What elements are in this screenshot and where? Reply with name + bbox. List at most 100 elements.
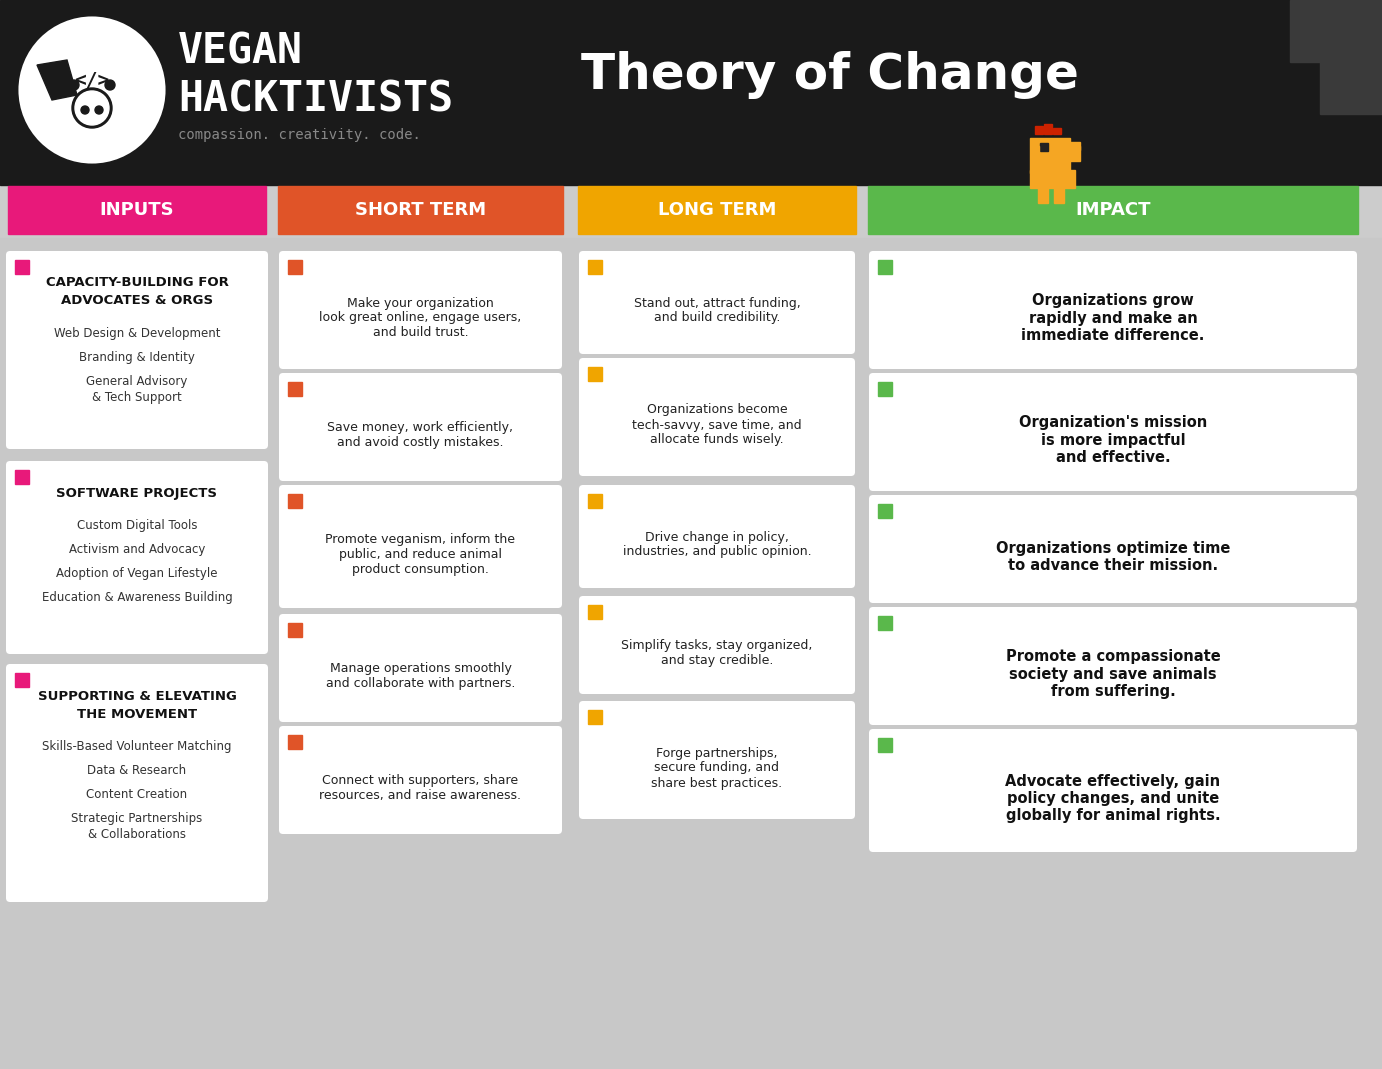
Text: CAPACITY-BUILDING FOR: CAPACITY-BUILDING FOR xyxy=(46,277,228,290)
Bar xyxy=(1043,124,1052,134)
Circle shape xyxy=(72,88,112,128)
Bar xyxy=(878,503,891,518)
Text: compassion. creativity. code.: compassion. creativity. code. xyxy=(178,128,422,142)
Text: Strategic Partnerships: Strategic Partnerships xyxy=(72,812,203,825)
Bar xyxy=(15,673,29,687)
Bar xyxy=(1041,143,1048,151)
Text: Organizations grow
rapidly and make an
immediate difference.: Organizations grow rapidly and make an i… xyxy=(1021,293,1205,343)
Bar xyxy=(1320,62,1382,114)
Bar xyxy=(1054,188,1064,203)
Text: SOFTWARE PROJECTS: SOFTWARE PROJECTS xyxy=(57,486,217,499)
Circle shape xyxy=(23,22,160,158)
Bar xyxy=(1068,142,1079,150)
Text: LONG TERM: LONG TERM xyxy=(658,201,777,219)
Bar xyxy=(287,260,303,274)
FancyBboxPatch shape xyxy=(579,358,855,476)
Bar xyxy=(578,186,855,234)
Bar xyxy=(1289,0,1382,62)
Bar xyxy=(1066,146,1079,161)
FancyBboxPatch shape xyxy=(279,614,562,722)
Text: Adoption of Vegan Lifestyle: Adoption of Vegan Lifestyle xyxy=(57,567,218,580)
Text: & Collaborations: & Collaborations xyxy=(88,828,187,841)
Text: Drive change in policy,
industries, and public opinion.: Drive change in policy, industries, and … xyxy=(623,530,811,558)
Text: VEGAN: VEGAN xyxy=(178,31,303,73)
Text: Save money, work efficiently,
and avoid costly mistakes.: Save money, work efficiently, and avoid … xyxy=(328,421,514,449)
Polygon shape xyxy=(37,60,77,100)
Text: Branding & Identity: Branding & Identity xyxy=(79,351,195,365)
Text: Promote veganism, inform the
public, and reduce animal
product consumption.: Promote veganism, inform the public, and… xyxy=(326,533,515,576)
Bar xyxy=(587,710,603,724)
Bar xyxy=(587,494,603,508)
FancyBboxPatch shape xyxy=(279,485,562,608)
Bar xyxy=(0,238,1382,1069)
FancyBboxPatch shape xyxy=(279,726,562,834)
Text: Custom Digital Tools: Custom Digital Tools xyxy=(77,520,198,532)
FancyBboxPatch shape xyxy=(869,251,1357,369)
Text: General Advisory: General Advisory xyxy=(86,375,188,388)
Circle shape xyxy=(95,106,104,114)
Text: Organization's mission
is more impactful
and effective.: Organization's mission is more impactful… xyxy=(1019,415,1206,465)
Text: Forge partnerships,
secure funding, and
share best practices.: Forge partnerships, secure funding, and … xyxy=(651,746,782,790)
Text: & Tech Support: & Tech Support xyxy=(93,391,182,404)
Text: IMPACT: IMPACT xyxy=(1075,201,1151,219)
FancyBboxPatch shape xyxy=(869,607,1357,725)
Text: THE MOVEMENT: THE MOVEMENT xyxy=(77,708,198,721)
Text: Content Creation: Content Creation xyxy=(87,788,188,801)
Text: Simplify tasks, stay organized,
and stay credible.: Simplify tasks, stay organized, and stay… xyxy=(622,639,813,667)
FancyBboxPatch shape xyxy=(579,485,855,588)
Text: Organizations become
tech-savvy, save time, and
allocate funds wisely.: Organizations become tech-savvy, save ti… xyxy=(632,403,802,447)
Bar xyxy=(1030,138,1070,173)
Text: Web Design & Development: Web Design & Development xyxy=(54,327,220,340)
Bar xyxy=(8,186,265,234)
FancyBboxPatch shape xyxy=(869,373,1357,491)
FancyBboxPatch shape xyxy=(279,251,562,369)
Bar xyxy=(878,260,891,274)
Bar xyxy=(1030,170,1075,188)
Bar xyxy=(0,0,1382,185)
Circle shape xyxy=(69,80,79,90)
Bar xyxy=(878,382,891,396)
Bar xyxy=(287,735,303,749)
FancyBboxPatch shape xyxy=(6,251,268,449)
Text: Activism and Advocacy: Activism and Advocacy xyxy=(69,543,205,556)
Circle shape xyxy=(82,106,88,114)
Bar xyxy=(868,186,1359,234)
Text: HACKTIVISTS: HACKTIVISTS xyxy=(178,79,453,121)
Bar xyxy=(1032,146,1039,156)
FancyBboxPatch shape xyxy=(869,495,1357,603)
Bar xyxy=(1053,128,1061,134)
Bar xyxy=(878,616,891,630)
Text: Skills-Based Volunteer Matching: Skills-Based Volunteer Matching xyxy=(43,740,232,753)
Text: Manage operations smoothly
and collaborate with partners.: Manage operations smoothly and collabora… xyxy=(326,662,515,690)
Text: Make your organization
look great online, engage users,
and build trust.: Make your organization look great online… xyxy=(319,296,521,340)
Text: Promote a compassionate
society and save animals
from suffering.: Promote a compassionate society and save… xyxy=(1006,649,1220,699)
FancyBboxPatch shape xyxy=(869,729,1357,852)
FancyBboxPatch shape xyxy=(6,461,268,654)
Circle shape xyxy=(105,80,115,90)
Bar xyxy=(287,494,303,508)
Text: Theory of Change: Theory of Change xyxy=(580,51,1079,99)
Bar xyxy=(287,382,303,396)
FancyBboxPatch shape xyxy=(279,373,562,481)
FancyBboxPatch shape xyxy=(579,701,855,819)
Text: Advocate effectively, gain
policy changes, and unite
globally for animal rights.: Advocate effectively, gain policy change… xyxy=(1006,774,1220,823)
Circle shape xyxy=(75,91,109,125)
Text: ADVOCATES & ORGS: ADVOCATES & ORGS xyxy=(61,294,213,308)
Text: Education & Awareness Building: Education & Awareness Building xyxy=(41,591,232,604)
Bar xyxy=(287,623,303,637)
Text: Stand out, attract funding,
and build credibility.: Stand out, attract funding, and build cr… xyxy=(633,296,800,325)
Text: Organizations optimize time
to advance their mission.: Organizations optimize time to advance t… xyxy=(996,541,1230,573)
Bar xyxy=(1035,126,1043,134)
FancyBboxPatch shape xyxy=(579,251,855,354)
Bar xyxy=(587,260,603,274)
Text: Data & Research: Data & Research xyxy=(87,764,187,777)
Bar xyxy=(587,367,603,381)
FancyBboxPatch shape xyxy=(579,597,855,694)
Text: SHORT TERM: SHORT TERM xyxy=(355,201,486,219)
Bar xyxy=(587,605,603,619)
Text: SUPPORTING & ELEVATING: SUPPORTING & ELEVATING xyxy=(37,690,236,702)
Bar xyxy=(1038,188,1048,203)
Text: </>: </> xyxy=(75,71,109,90)
Bar xyxy=(878,738,891,752)
Text: Connect with supporters, share
resources, and raise awareness.: Connect with supporters, share resources… xyxy=(319,774,521,802)
